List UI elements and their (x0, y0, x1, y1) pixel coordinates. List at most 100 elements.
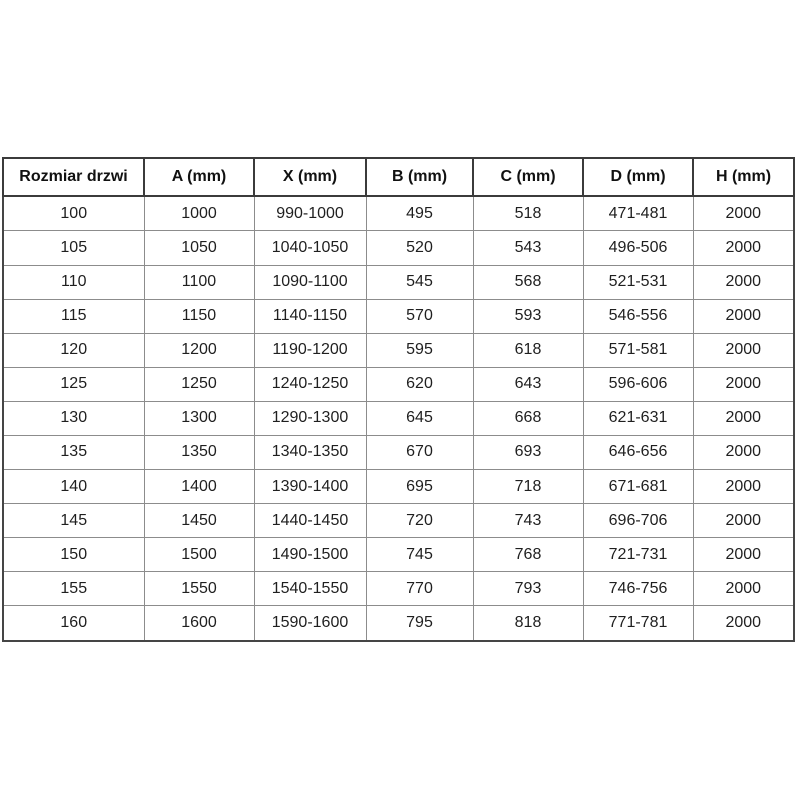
table-cell: 795 (365, 605, 474, 642)
table-cell: 150 (2, 537, 145, 573)
table-cell: 1140-1150 (253, 298, 367, 334)
table-cell: 693 (472, 434, 584, 471)
table-cell: 1500 (143, 537, 255, 573)
table-cell: 2000 (692, 332, 795, 368)
table-row: 160 1600 1590-1600 795 818 771-781 2000 (2, 605, 795, 642)
table-cell: 721-731 (582, 537, 694, 573)
table-cell: 646-656 (582, 434, 694, 471)
table-cell: 155 (2, 571, 145, 607)
header-row: Rozmiar drzwi A (mm) X (mm) B (mm) C (mm… (2, 157, 795, 197)
table-cell: 718 (472, 469, 584, 505)
table-row: 130 1300 1290-1300 645 668 621-631 2000 (2, 400, 795, 436)
table-row: 110 1100 1090-1100 545 568 521-531 2000 (2, 264, 795, 300)
table-cell: 125 (2, 366, 145, 402)
table-cell: 130 (2, 400, 145, 436)
table-cell: 496-506 (582, 230, 694, 266)
table-cell: 1190-1200 (253, 332, 367, 368)
table-cell: 2000 (692, 469, 795, 505)
column-header-a-mm: A (mm) (143, 157, 255, 197)
table-cell: 643 (472, 366, 584, 402)
table-cell: 2000 (692, 264, 795, 300)
table-cell: 670 (365, 434, 474, 471)
table-cell: 2000 (692, 298, 795, 334)
table-cell: 1550 (143, 571, 255, 607)
door-sizes-table: Rozmiar drzwi A (mm) X (mm) B (mm) C (mm… (2, 157, 795, 642)
table-cell: 746-756 (582, 571, 694, 607)
table-header: Rozmiar drzwi A (mm) X (mm) B (mm) C (mm… (2, 157, 795, 197)
table-cell: 471-481 (582, 195, 694, 232)
table-cell: 2000 (692, 195, 795, 232)
table-cell: 1200 (143, 332, 255, 368)
table-row: 105 1050 1040-1050 520 543 496-506 2000 (2, 230, 795, 266)
table-cell: 521-531 (582, 264, 694, 300)
column-header-x-mm: X (mm) (253, 157, 367, 197)
table-cell: 1050 (143, 230, 255, 266)
table-cell: 105 (2, 230, 145, 266)
table-cell: 618 (472, 332, 584, 368)
table-cell: 1240-1250 (253, 366, 367, 402)
table-cell: 743 (472, 503, 584, 539)
table-cell: 1090-1100 (253, 264, 367, 300)
table-cell: 570 (365, 298, 474, 334)
table-row: 140 1400 1390-1400 695 718 671-681 2000 (2, 469, 795, 505)
table-cell: 1440-1450 (253, 503, 367, 539)
table-cell: 593 (472, 298, 584, 334)
table-cell: 135 (2, 434, 145, 471)
table-cell: 2000 (692, 605, 795, 642)
table-cell: 2000 (692, 434, 795, 471)
table-cell: 546-556 (582, 298, 694, 334)
table-cell: 1390-1400 (253, 469, 367, 505)
table-row: 135 1350 1340-1350 670 693 646-656 2000 (2, 434, 795, 471)
table-cell: 543 (472, 230, 584, 266)
table-cell: 115 (2, 298, 145, 334)
table-cell: 1590-1600 (253, 605, 367, 642)
table-cell: 1400 (143, 469, 255, 505)
table-row: 115 1150 1140-1150 570 593 546-556 2000 (2, 298, 795, 334)
table-cell: 110 (2, 264, 145, 300)
table-cell: 596-606 (582, 366, 694, 402)
table-cell: 568 (472, 264, 584, 300)
table-cell: 1300 (143, 400, 255, 436)
table-row: 125 1250 1240-1250 620 643 596-606 2000 (2, 366, 795, 402)
table-cell: 145 (2, 503, 145, 539)
table-cell: 595 (365, 332, 474, 368)
table-cell: 495 (365, 195, 474, 232)
table-cell: 140 (2, 469, 145, 505)
table-cell: 645 (365, 400, 474, 436)
table-cell: 668 (472, 400, 584, 436)
table-row: 145 1450 1440-1450 720 743 696-706 2000 (2, 503, 795, 539)
table-row: 120 1200 1190-1200 595 618 571-581 2000 (2, 332, 795, 368)
table-cell: 520 (365, 230, 474, 266)
table-cell: 620 (365, 366, 474, 402)
table-cell: 1450 (143, 503, 255, 539)
column-header-c-mm: C (mm) (472, 157, 584, 197)
table-cell: 621-631 (582, 400, 694, 436)
table-cell: 2000 (692, 571, 795, 607)
table-row: 100 1000 990-1000 495 518 471-481 2000 (2, 195, 795, 232)
table-body: 100 1000 990-1000 495 518 471-481 2000 105 1050 1… (2, 195, 795, 642)
table-cell: 1600 (143, 605, 255, 642)
table-cell: 1340-1350 (253, 434, 367, 471)
table-cell: 990-1000 (253, 195, 367, 232)
table-cell: 695 (365, 469, 474, 505)
table-cell: 2000 (692, 400, 795, 436)
table-cell: 120 (2, 332, 145, 368)
table-cell: 1040-1050 (253, 230, 367, 266)
table-cell: 518 (472, 195, 584, 232)
table-cell: 100 (2, 195, 145, 232)
table-cell: 720 (365, 503, 474, 539)
table-cell: 1350 (143, 434, 255, 471)
table-cell: 2000 (692, 503, 795, 539)
table-cell: 696-706 (582, 503, 694, 539)
table-cell: 1000 (143, 195, 255, 232)
table-cell: 793 (472, 571, 584, 607)
column-header-rozmiar-drzwi: Rozmiar drzwi (2, 157, 145, 197)
table-cell: 1100 (143, 264, 255, 300)
table-row: 150 1500 1490-1500 745 768 721-731 2000 (2, 537, 795, 573)
table-cell: 2000 (692, 230, 795, 266)
table-cell: 1150 (143, 298, 255, 334)
table-cell: 745 (365, 537, 474, 573)
table-cell: 160 (2, 605, 145, 642)
table-cell: 2000 (692, 537, 795, 573)
table-cell: 1250 (143, 366, 255, 402)
